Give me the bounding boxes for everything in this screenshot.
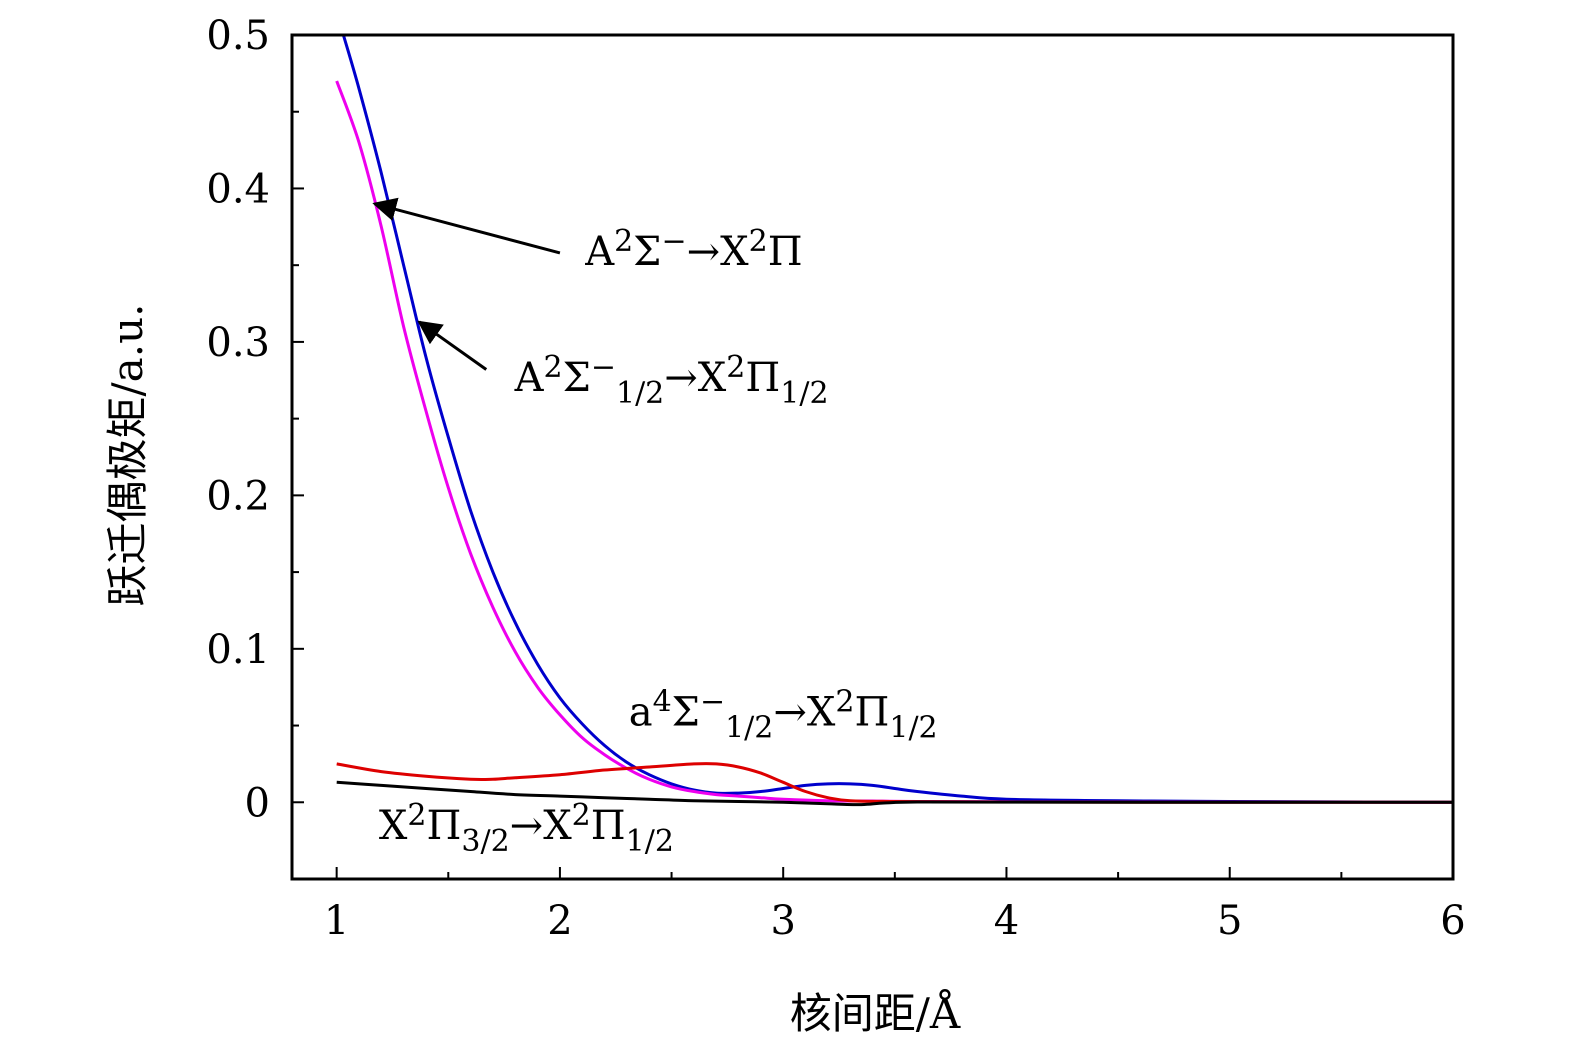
series-line-2 bbox=[335, 80, 1453, 804]
x-tick-label: 4 bbox=[994, 898, 1019, 944]
axes: 1 2 3 4 5 6 0 0.1 0.2 0.3 0.4 0.5 bbox=[206, 13, 1465, 944]
x-tick-label: 1 bbox=[324, 898, 349, 944]
y-tick-label: 0.3 bbox=[206, 320, 270, 366]
annotation-arrow-1 bbox=[372, 197, 561, 255]
y-tick-label: 0.5 bbox=[206, 13, 270, 59]
annotation-label-3: a4Σ−1/2→X2Π1/2 bbox=[629, 685, 938, 746]
annotations: A2Σ−→X2Π A2Σ−1/2→X2Π1/2 a4Σ−1/2→X2Π1/2 X2Π3… bbox=[372, 197, 938, 859]
x-tick-label: 6 bbox=[1440, 898, 1465, 944]
series-line-4 bbox=[336, 780, 1453, 807]
x-tick-label: 3 bbox=[770, 898, 795, 944]
x-tick-label: 2 bbox=[547, 898, 572, 944]
annotation-label-2: A2Σ−1/2→X2Π1/2 bbox=[514, 350, 829, 411]
annotation-label-1: A2Σ−→X2Π bbox=[584, 224, 802, 275]
series-line-1 bbox=[341, 35, 1453, 804]
y-axis-title: 跃迁偶极矩/a.u. bbox=[103, 304, 152, 607]
annotation-arrow-2 bbox=[417, 320, 488, 371]
x-axis-title: 核间距/Å bbox=[790, 988, 961, 1038]
y-tick-label: 0 bbox=[245, 780, 270, 826]
series-layer bbox=[335, 35, 1453, 807]
plot-frame bbox=[290, 33, 1455, 881]
annotation-label-4: X2Π3/2→X2Π1/2 bbox=[379, 798, 674, 859]
y-tick-label: 0.4 bbox=[206, 166, 270, 212]
series-line-3 bbox=[336, 762, 1453, 804]
y-tick-label: 0.2 bbox=[206, 473, 270, 519]
x-tick-label: 5 bbox=[1217, 898, 1242, 944]
y-tick-label: 0.1 bbox=[206, 627, 270, 673]
